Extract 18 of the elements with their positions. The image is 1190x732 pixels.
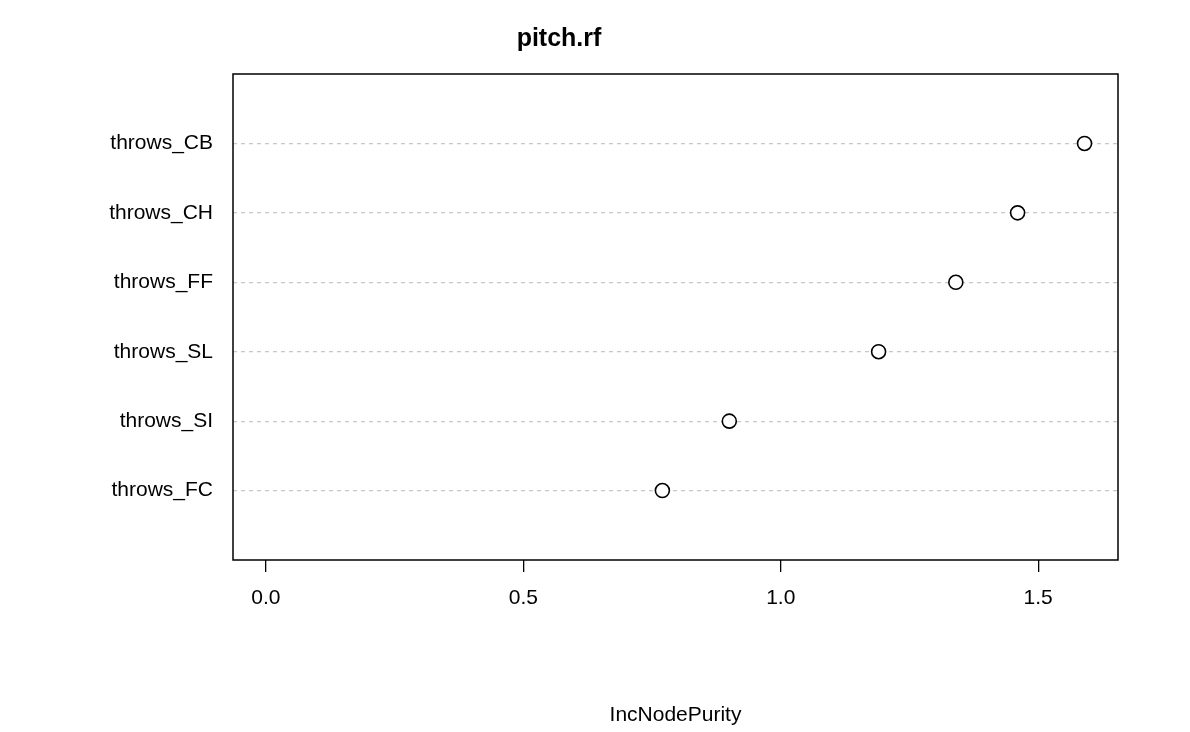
- point: [1076, 135, 1093, 152]
- point: [721, 413, 738, 429]
- point: [654, 482, 671, 499]
- y-tick-label: throws_CH: [109, 199, 213, 224]
- y-tick-label: throws_CB: [110, 130, 213, 155]
- x-tick-label: 0.5: [508, 585, 538, 609]
- y-tick-label: throws_FF: [113, 269, 213, 294]
- y-tick-label: throws_FC: [111, 477, 213, 502]
- point: [870, 343, 887, 360]
- point: [948, 274, 964, 291]
- x-axis-title: IncNodePurity: [609, 702, 742, 726]
- x-tick-label: 1.0: [766, 585, 796, 609]
- x-tick-label: 0.0: [251, 585, 281, 609]
- y-tick-label: throws_SI: [119, 407, 213, 432]
- y-tick-label: throws_SL: [113, 338, 213, 363]
- x-tick-label: 1.5: [1023, 585, 1053, 609]
- chart-title: pitch.rf: [516, 22, 603, 51]
- point: [1009, 205, 1026, 221]
